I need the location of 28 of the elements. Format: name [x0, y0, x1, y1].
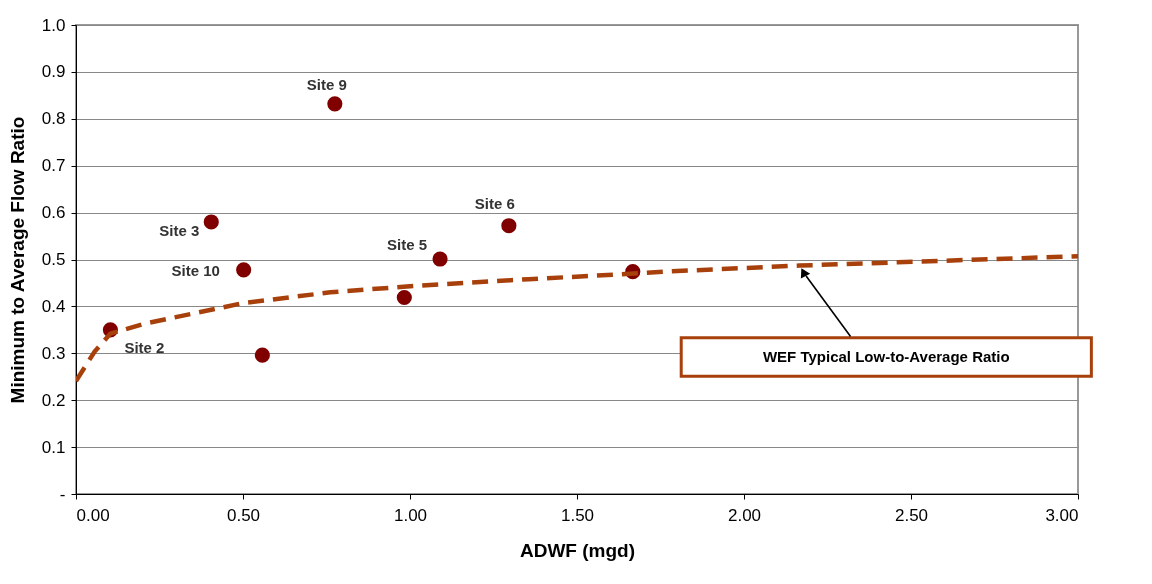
- y-tick-label: 0.9: [41, 62, 66, 82]
- x-axis-title: ADWF (mgd): [519, 539, 636, 561]
- y-tick-label: 0.4: [41, 296, 66, 316]
- line-series: [76, 253, 1078, 384]
- annotation: Site 2: [124, 338, 165, 356]
- annotation: Site 5: [387, 236, 428, 254]
- text: WEF Typical Low-to-Average Ratio: [762, 348, 1010, 366]
- x-tick-label: 3.00: [1045, 505, 1079, 525]
- x-tick-label: 1.00: [393, 505, 428, 525]
- y-tick-label: 0.8: [41, 109, 66, 129]
- y-tick-label: 1.0: [41, 15, 66, 35]
- annotation: Site 6: [474, 194, 515, 212]
- y-tick-label: 0.5: [41, 250, 66, 269]
- annotation: Site 10: [171, 261, 220, 279]
- x-tick-label: 0.00: [76, 505, 110, 525]
- x-tick-label: 0.50: [226, 505, 261, 525]
- y-tick-label: 0.7: [41, 156, 66, 176]
- y-tick-label: 0.2: [41, 390, 66, 410]
- y-axis-title: Minimum to Average Flow Ratio: [6, 116, 28, 404]
- x-tick-label: 2.00: [727, 505, 762, 525]
- x-tick-label: 1.50: [560, 505, 595, 525]
- y-tick-label: 0.6: [41, 203, 66, 223]
- x-tick-label: 2.50: [894, 505, 929, 525]
- y-tick-label: -: [59, 484, 66, 504]
- annotation: Site 9: [306, 75, 347, 93]
- annotation: Site 3: [159, 221, 200, 239]
- y-tick-label: 0.3: [41, 343, 66, 363]
- y-tick-label: 0.1: [41, 437, 66, 457]
